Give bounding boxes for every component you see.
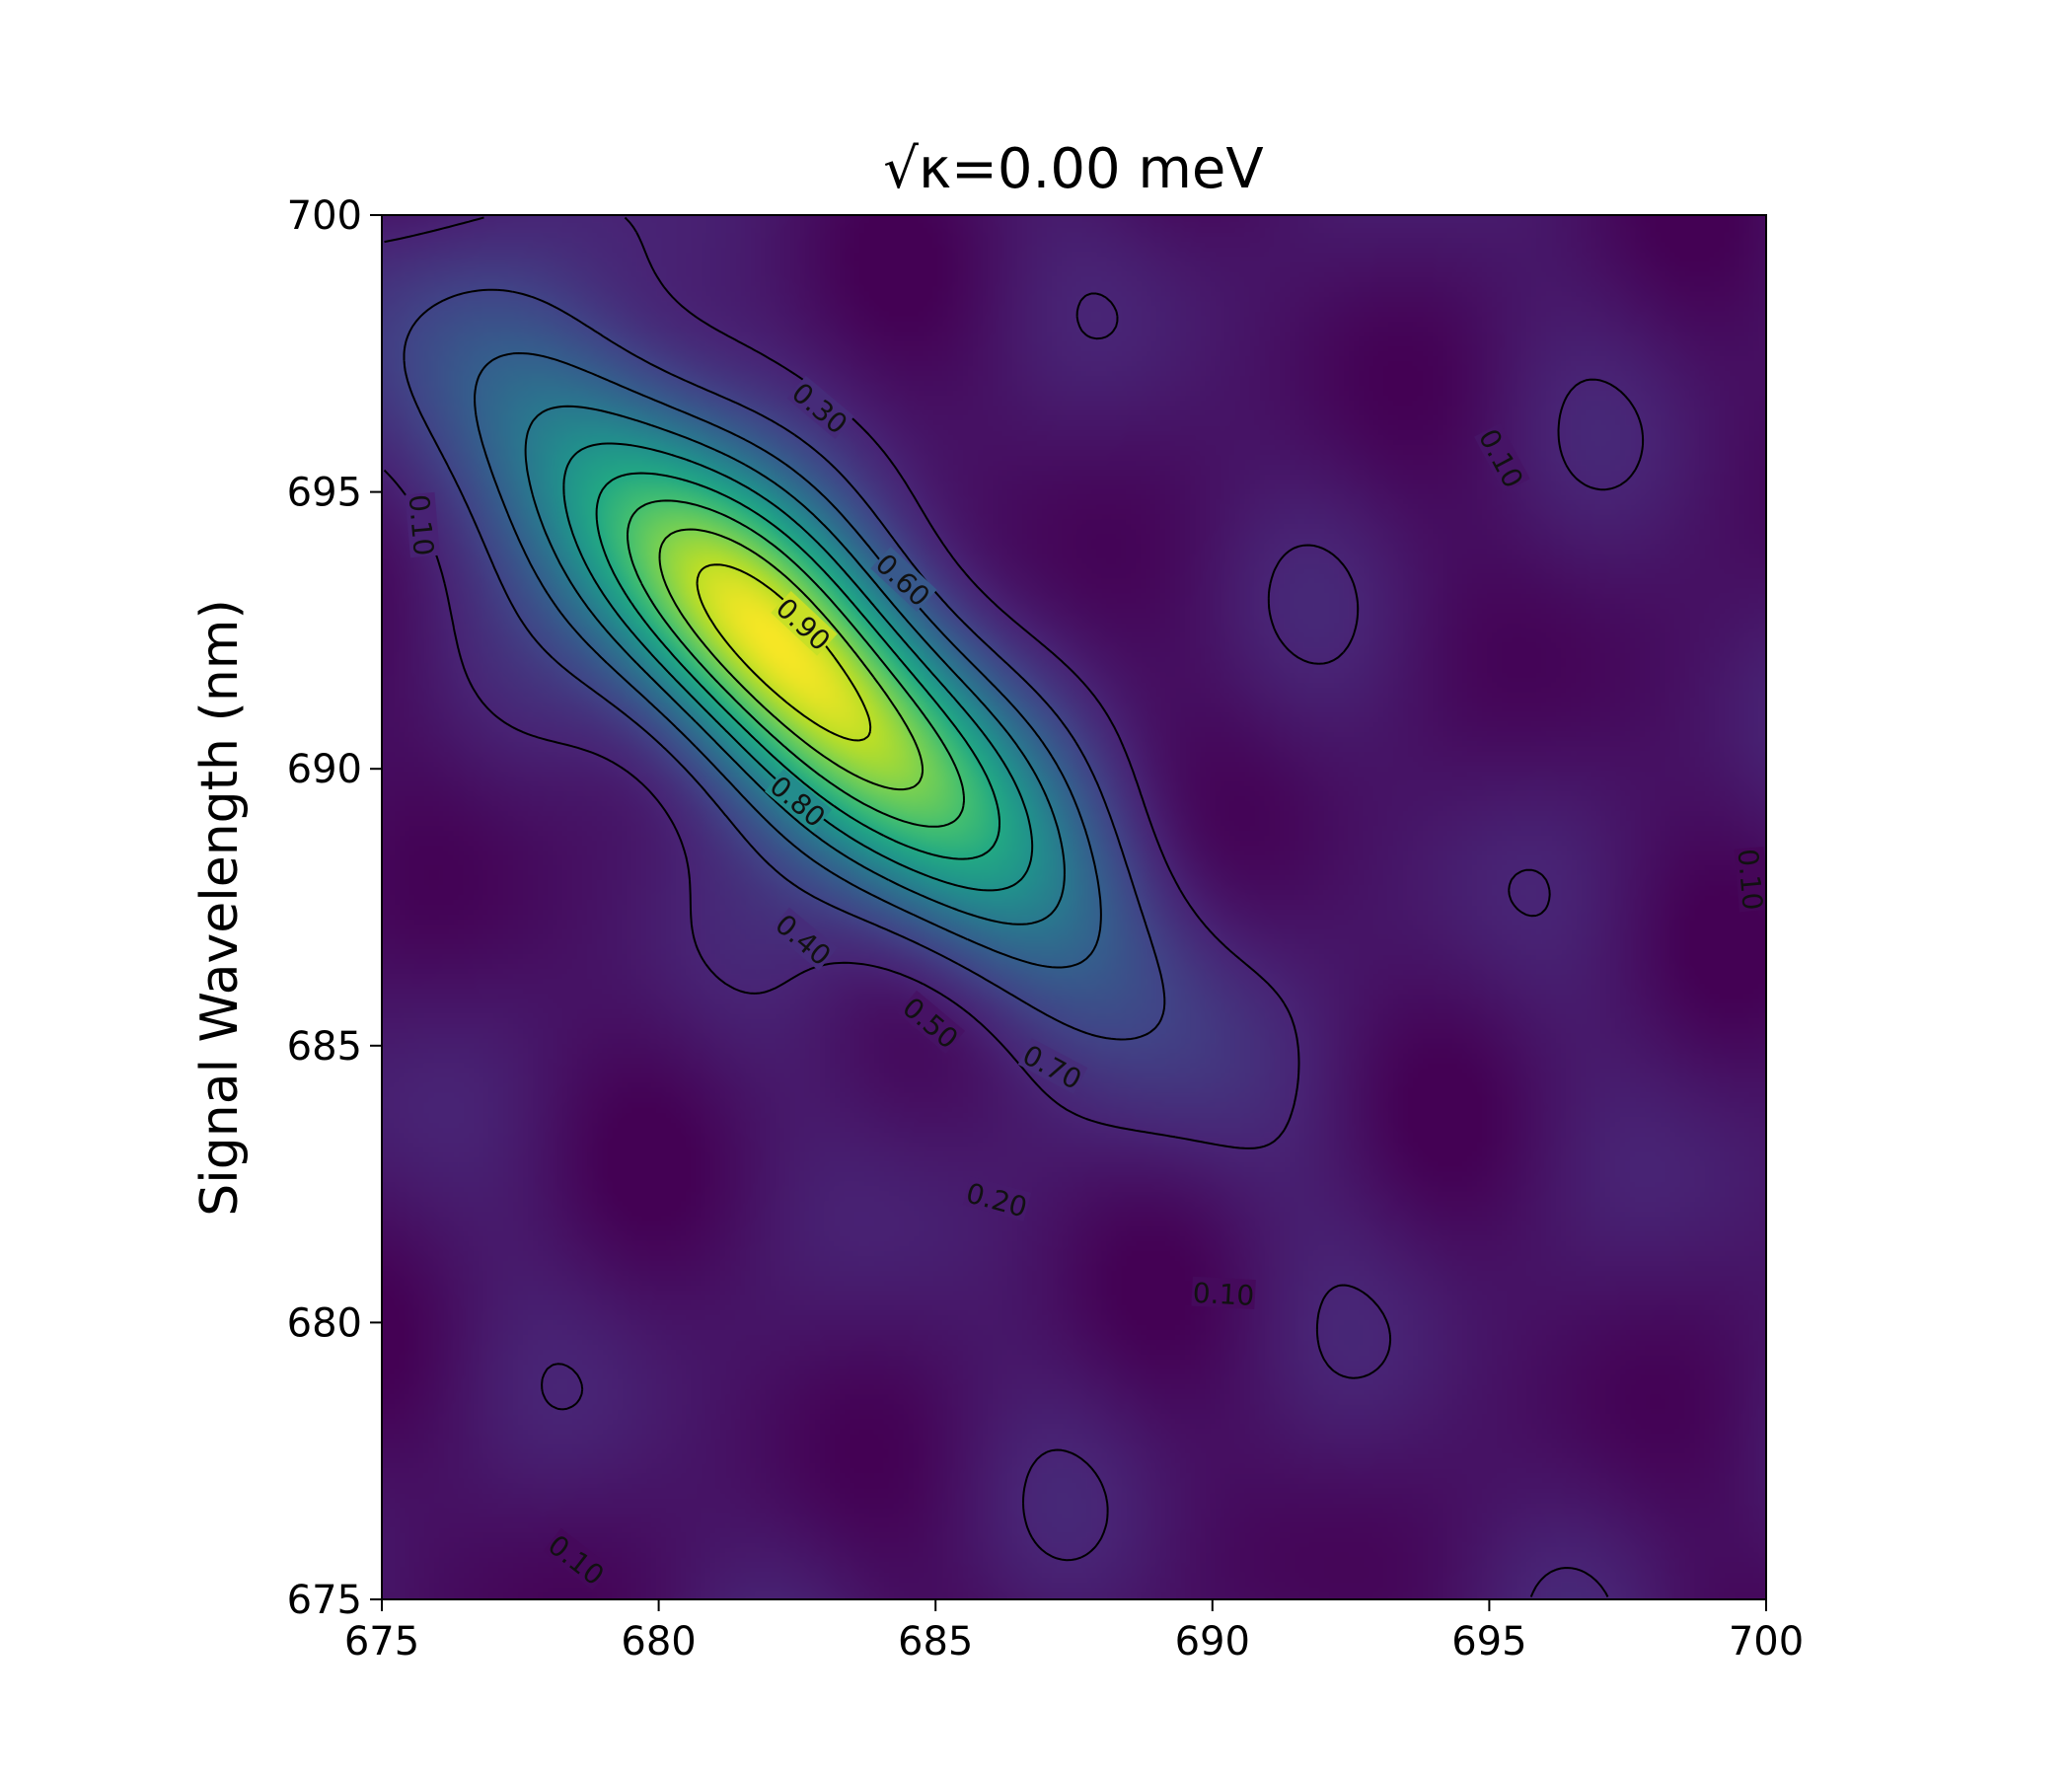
contour-label-background (1474, 422, 1530, 493)
contour-label-background (962, 1176, 1032, 1221)
contour-label-background (1191, 1276, 1256, 1309)
x-tick-label: 675 (344, 1619, 419, 1665)
y-tick-label: 695 (287, 471, 362, 516)
plot-area: 0.300.600.900.800.400.500.700.200.100.10… (382, 215, 1769, 1599)
x-tick-label: 690 (1175, 1619, 1250, 1665)
contour-line (627, 499, 965, 828)
x-tick-label: 695 (1451, 1619, 1526, 1665)
contour-line (383, 216, 1645, 1597)
x-tick-label: 685 (898, 1619, 973, 1665)
contour-label-background (765, 769, 833, 833)
contour-label-background (870, 547, 937, 612)
contour-label-background (543, 1527, 612, 1591)
contour-line (658, 528, 925, 791)
contour-line (524, 405, 1066, 925)
y-tick-label: 675 (287, 1578, 362, 1623)
chart-title: √κ=0.00 meV (883, 137, 1263, 201)
x-tick-label: 700 (1729, 1619, 1804, 1665)
y-tick-label: 680 (287, 1300, 362, 1346)
contour-line (474, 352, 1102, 969)
contour-label-text: 0.10 (403, 493, 440, 557)
contour-label-text: 0.10 (1732, 848, 1769, 912)
contour-label-background (897, 990, 966, 1054)
heatmap-image (382, 215, 1766, 1599)
contour-label-background (786, 375, 854, 439)
contour-label-background (1017, 1038, 1088, 1094)
plot-frame (381, 214, 1767, 1600)
contour-line (403, 288, 1166, 1041)
contour-label-background (405, 491, 441, 558)
y-axis: 675 680 685 690 695 700 (287, 193, 382, 1623)
contour-lines (383, 216, 1645, 1597)
y-axis-label: Signal Wavelength (nm) (190, 599, 250, 1216)
contour-label-background (1734, 847, 1766, 913)
contour-label: 0.10 (403, 491, 441, 558)
contour-label: 0.10 (1732, 847, 1769, 913)
x-tick-label: 680 (621, 1619, 696, 1665)
x-axis: 675 680 685 690 695 700 (344, 1599, 1804, 1665)
contour-label-background (770, 907, 838, 971)
contour-label-text: 0.10 (1192, 1277, 1255, 1312)
contour-line (595, 472, 1000, 860)
y-tick-label: 685 (287, 1024, 362, 1070)
contour-label: 0.10 (1191, 1276, 1256, 1312)
contour-label-background (771, 591, 838, 656)
y-tick-label: 700 (287, 193, 362, 239)
y-tick-label: 690 (287, 747, 362, 792)
